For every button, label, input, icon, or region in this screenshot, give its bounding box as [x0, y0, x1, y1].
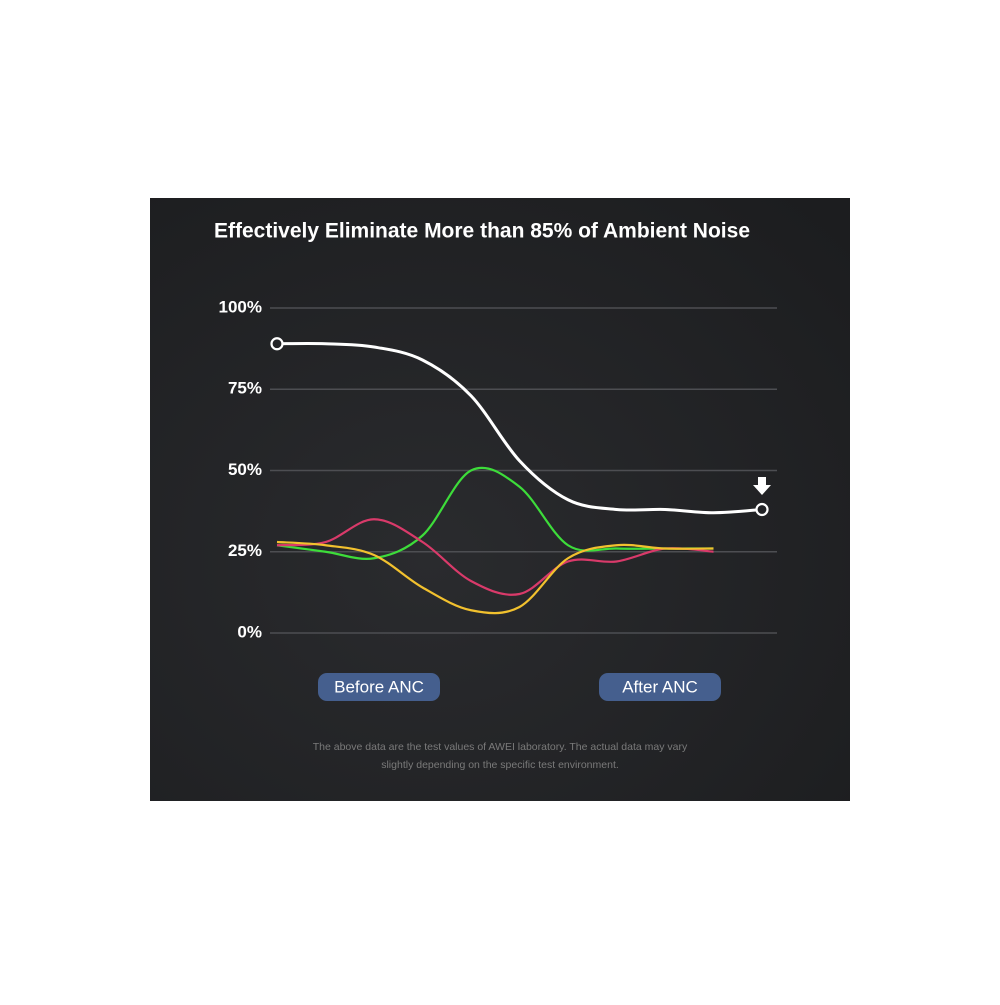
y-tick-label: 0% — [237, 622, 262, 641]
after-label: After ANC — [622, 677, 698, 696]
series-line — [276, 466, 714, 560]
footnote: slightly depending on the specific test … — [381, 759, 619, 771]
lines — [270, 337, 769, 615]
series-line — [276, 540, 714, 615]
y-tick-label: 75% — [228, 379, 262, 398]
series-line — [276, 342, 763, 515]
grid: 0% 25% 50% 75% 100% — [219, 297, 777, 641]
series-line — [276, 518, 714, 596]
arrow-icon — [753, 477, 771, 495]
end-marker — [755, 502, 769, 517]
y-tick-label: 25% — [228, 541, 262, 560]
y-tick-label: 100% — [219, 297, 262, 316]
y-tick-label: 50% — [228, 460, 262, 479]
before-label: Before ANC — [334, 677, 424, 696]
label-pill — [599, 673, 721, 701]
panel — [150, 198, 850, 801]
label-pill — [318, 673, 440, 701]
footnote: The above data are the test values of AW… — [313, 741, 688, 753]
chart-title: Effectively Eliminate More than 85% of A… — [214, 220, 750, 243]
end-marker — [270, 337, 284, 351]
